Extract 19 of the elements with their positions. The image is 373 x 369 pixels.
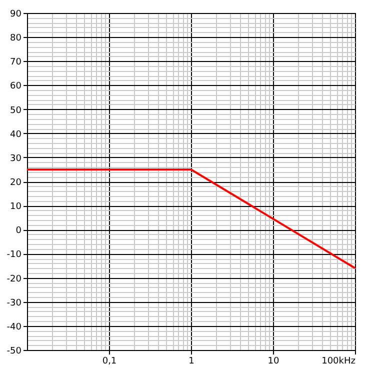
y-tick-label: 40 <box>10 130 22 140</box>
x-tick-label: 1 <box>188 356 194 366</box>
y-tick-label: 90 <box>10 10 22 20</box>
y-tick-label: -50 <box>6 346 22 356</box>
x-tick-label: 0,1 <box>102 356 117 366</box>
y-tick-label: -30 <box>6 298 22 308</box>
y-tick-label: 0 <box>16 226 22 236</box>
y-tick-label: 30 <box>10 154 22 164</box>
x-tick-label: 100kHz <box>322 356 356 366</box>
y-tick-label: 50 <box>10 106 22 116</box>
y-tick-label: 80 <box>10 34 22 44</box>
y-tick-label: -10 <box>6 250 22 260</box>
y-tick-label: 10 <box>10 202 22 212</box>
y-tick-label: 70 <box>10 58 22 68</box>
y-tick-label: 20 <box>10 178 22 188</box>
x-tick-label: 10 <box>268 356 280 366</box>
y-tick-label: -40 <box>6 322 22 332</box>
y-tick-label: -20 <box>6 274 22 284</box>
y-tick-label: 60 <box>10 82 22 92</box>
